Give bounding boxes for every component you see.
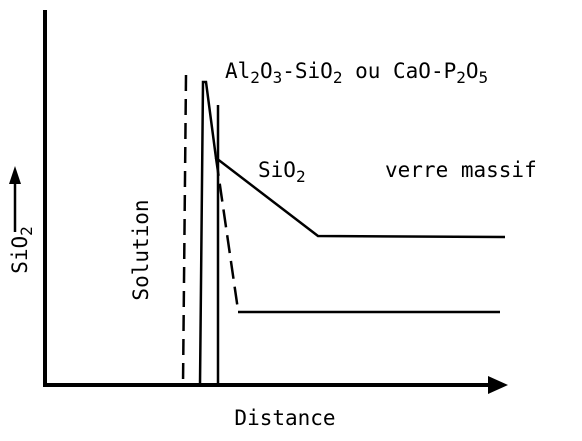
y-axis-label: SiO2 — [8, 226, 36, 274]
y-arrow-head — [9, 166, 21, 184]
dashed-boundary — [181, 74, 188, 386]
x-axis-label: Distance — [234, 406, 335, 430]
dashed-profile — [214, 157, 240, 311]
solution-label: Solution — [129, 199, 153, 300]
right-label: verre massif — [385, 158, 537, 182]
middle-label: SiO2 — [258, 158, 306, 186]
top-label: Al2O3-SiO2 ou CaO-P2O5 — [225, 59, 488, 87]
upper-profile — [198, 80, 506, 386]
x-axis-arrow — [488, 376, 508, 394]
